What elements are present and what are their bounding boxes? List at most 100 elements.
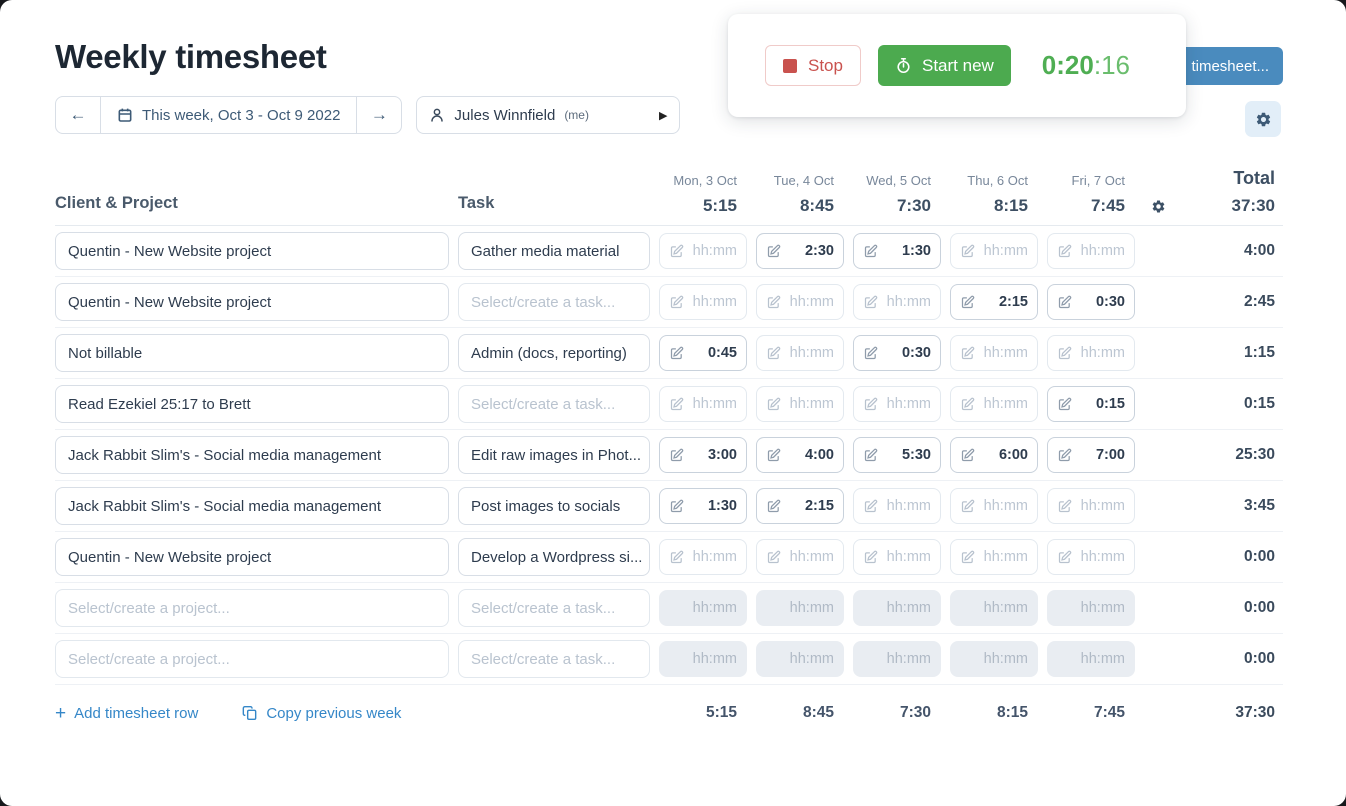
start-new-button[interactable]: Start new: [877, 45, 1011, 86]
project-input[interactable]: Quentin - New Website project: [55, 538, 449, 576]
gear-icon: [1256, 112, 1270, 126]
footer-day-total: 7:45: [1093, 704, 1125, 721]
week-picker-button[interactable]: This week, Oct 3 - Oct 9 2022: [100, 97, 356, 133]
time-cell[interactable]: hh:mm: [659, 233, 747, 269]
add-timesheet-row-button[interactable]: + Add timesheet row: [55, 704, 198, 723]
task-input[interactable]: Select/create a task...: [458, 589, 650, 627]
time-cell[interactable]: hh:mm: [853, 386, 941, 422]
project-input[interactable]: Quentin - New Website project: [55, 232, 449, 270]
settings-button[interactable]: [1245, 101, 1281, 137]
time-cell[interactable]: 5:30: [853, 437, 941, 473]
row-total: 0:00: [1243, 599, 1275, 616]
time-cell[interactable]: 7:00: [1047, 437, 1135, 473]
edit-icon: [670, 550, 684, 563]
task-input[interactable]: Gather media material: [458, 232, 650, 270]
edit-icon: [961, 244, 975, 257]
task-input[interactable]: Develop a Wordpress si...: [458, 538, 650, 576]
row-total: 4:00: [1243, 242, 1275, 259]
time-cell[interactable]: hh:mm: [950, 335, 1038, 371]
edit-icon: [864, 295, 878, 308]
timesheet-row: Read Ezekiel 25:17 to Brett Select/creat…: [55, 379, 1283, 430]
next-week-button[interactable]: →: [356, 97, 401, 133]
time-cell[interactable]: hh:mm: [853, 284, 941, 320]
time-cell[interactable]: 0:15: [1047, 386, 1135, 422]
time-cell[interactable]: hh:mm: [1047, 539, 1135, 575]
row-total: 2:45: [1243, 293, 1275, 310]
time-cell[interactable]: 0:30: [853, 335, 941, 371]
row-total: 0:00: [1243, 548, 1275, 565]
time-cell[interactable]: hh:mm: [950, 386, 1038, 422]
project-input[interactable]: Select/create a project...: [55, 589, 449, 627]
project-input[interactable]: Not billable: [55, 334, 449, 372]
time-cell[interactable]: 4:00: [756, 437, 844, 473]
project-input[interactable]: Read Ezekiel 25:17 to Brett: [55, 385, 449, 423]
time-cell[interactable]: hh:mm: [950, 539, 1038, 575]
timesheet-row: Quentin - New Website project Select/cre…: [55, 277, 1283, 328]
task-input[interactable]: Edit raw images in Phot...: [458, 436, 650, 474]
day-total: 8:45: [799, 196, 834, 215]
time-cell[interactable]: 2:15: [950, 284, 1038, 320]
timesheet-row: Not billable Admin (docs, reporting) 0:4…: [55, 328, 1283, 379]
footer-day-total: 8:15: [996, 704, 1028, 721]
task-input[interactable]: Post images to socials: [458, 487, 650, 525]
project-input[interactable]: Select/create a project...: [55, 640, 449, 678]
time-cell[interactable]: hh:mm: [1047, 233, 1135, 269]
time-cell[interactable]: hh:mm: [853, 488, 941, 524]
time-cell: hh:mm: [756, 590, 844, 626]
time-cell[interactable]: hh:mm: [1047, 335, 1135, 371]
table-footer: + Add timesheet row Copy previous week 5…: [55, 685, 1283, 741]
time-cell[interactable]: hh:mm: [853, 539, 941, 575]
time-cell[interactable]: 0:30: [1047, 284, 1135, 320]
time-cell: hh:mm: [1047, 590, 1135, 626]
task-input[interactable]: Select/create a task...: [458, 640, 650, 678]
copy-previous-week-button[interactable]: Copy previous week: [242, 705, 401, 722]
time-cell[interactable]: 3:00: [659, 437, 747, 473]
time-cell: hh:mm: [659, 590, 747, 626]
time-cell[interactable]: 1:30: [853, 233, 941, 269]
prev-week-button[interactable]: ←: [69, 105, 87, 124]
task-input[interactable]: Admin (docs, reporting): [458, 334, 650, 372]
stop-button[interactable]: Stop: [765, 45, 861, 86]
time-cell[interactable]: hh:mm: [950, 233, 1038, 269]
column-settings-button[interactable]: [1144, 199, 1172, 216]
row-total: 0:15: [1243, 395, 1275, 412]
time-cell[interactable]: hh:mm: [756, 539, 844, 575]
edit-icon: [670, 295, 684, 308]
task-input[interactable]: Select/create a task...: [458, 283, 650, 321]
time-cell[interactable]: hh:mm: [756, 284, 844, 320]
project-input[interactable]: Jack Rabbit Slim's - Social media manage…: [55, 487, 449, 525]
time-cell: hh:mm: [756, 641, 844, 677]
time-cell[interactable]: hh:mm: [659, 284, 747, 320]
time-cell[interactable]: 0:45: [659, 335, 747, 371]
week-label: This week, Oct 3 - Oct 9 2022: [142, 106, 341, 124]
time-cell: hh:mm: [853, 641, 941, 677]
edit-icon: [961, 550, 975, 563]
time-cell[interactable]: hh:mm: [1047, 488, 1135, 524]
user-select[interactable]: Jules Winnfield (me) ▶: [416, 96, 681, 134]
user-me-suffix: (me): [564, 108, 589, 122]
time-cell[interactable]: hh:mm: [659, 386, 747, 422]
time-cell[interactable]: 2:15: [756, 488, 844, 524]
time-cell[interactable]: hh:mm: [756, 335, 844, 371]
time-cell[interactable]: 1:30: [659, 488, 747, 524]
edit-icon: [767, 346, 781, 359]
project-input[interactable]: Jack Rabbit Slim's - Social media manage…: [55, 436, 449, 474]
timesheet-row: Jack Rabbit Slim's - Social media manage…: [55, 430, 1283, 481]
time-cell[interactable]: hh:mm: [659, 539, 747, 575]
time-cell[interactable]: 6:00: [950, 437, 1038, 473]
task-input[interactable]: Select/create a task...: [458, 385, 650, 423]
time-cell[interactable]: 2:30: [756, 233, 844, 269]
timesheet-rows: Quentin - New Website project Gather med…: [55, 226, 1283, 685]
day-total: 7:45: [1090, 196, 1125, 215]
timesheet-row: Select/create a project... Select/create…: [55, 634, 1283, 685]
edit-icon: [670, 397, 684, 410]
time-cell[interactable]: hh:mm: [756, 386, 844, 422]
time-cell: hh:mm: [1047, 641, 1135, 677]
edit-icon: [864, 397, 878, 410]
project-input[interactable]: Quentin - New Website project: [55, 283, 449, 321]
time-cell[interactable]: hh:mm: [950, 488, 1038, 524]
edit-icon: [864, 244, 878, 257]
edit-icon: [767, 499, 781, 512]
day-name: Tue, 4 Oct: [773, 173, 834, 188]
